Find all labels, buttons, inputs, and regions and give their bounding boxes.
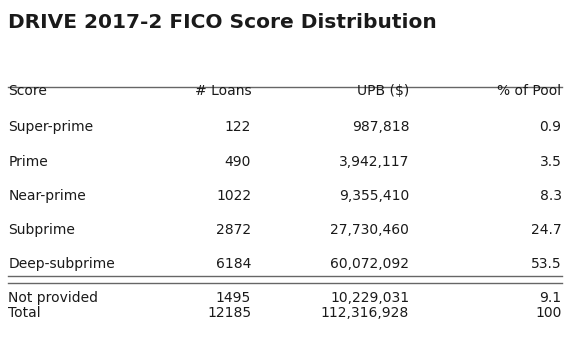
Text: 8.3: 8.3 <box>540 189 561 203</box>
Text: 1495: 1495 <box>216 291 251 305</box>
Text: 112,316,928: 112,316,928 <box>321 306 409 320</box>
Text: 0.9: 0.9 <box>540 120 561 134</box>
Text: 12185: 12185 <box>207 306 251 320</box>
Text: 3.5: 3.5 <box>540 155 561 168</box>
Text: 60,072,092: 60,072,092 <box>330 257 409 271</box>
Text: 24.7: 24.7 <box>531 223 561 237</box>
Text: Deep-subprime: Deep-subprime <box>9 257 115 271</box>
Text: 27,730,460: 27,730,460 <box>330 223 409 237</box>
Text: 9.1: 9.1 <box>539 291 561 305</box>
Text: Prime: Prime <box>9 155 48 168</box>
Text: DRIVE 2017-2 FICO Score Distribution: DRIVE 2017-2 FICO Score Distribution <box>9 13 437 32</box>
Text: Subprime: Subprime <box>9 223 75 237</box>
Text: UPB ($): UPB ($) <box>357 84 409 98</box>
Text: 987,818: 987,818 <box>352 120 409 134</box>
Text: 1022: 1022 <box>216 189 251 203</box>
Text: 3,942,117: 3,942,117 <box>339 155 409 168</box>
Text: % of Pool: % of Pool <box>498 84 561 98</box>
Text: 490: 490 <box>225 155 251 168</box>
Text: 9,355,410: 9,355,410 <box>339 189 409 203</box>
Text: 122: 122 <box>225 120 251 134</box>
Text: Not provided: Not provided <box>9 291 99 305</box>
Text: Score: Score <box>9 84 47 98</box>
Text: 53.5: 53.5 <box>531 257 561 271</box>
Text: 100: 100 <box>535 306 561 320</box>
Text: 10,229,031: 10,229,031 <box>330 291 409 305</box>
Text: # Loans: # Loans <box>194 84 251 98</box>
Text: Super-prime: Super-prime <box>9 120 93 134</box>
Text: 2872: 2872 <box>216 223 251 237</box>
Text: Near-prime: Near-prime <box>9 189 86 203</box>
Text: 6184: 6184 <box>216 257 251 271</box>
Text: Total: Total <box>9 306 41 320</box>
